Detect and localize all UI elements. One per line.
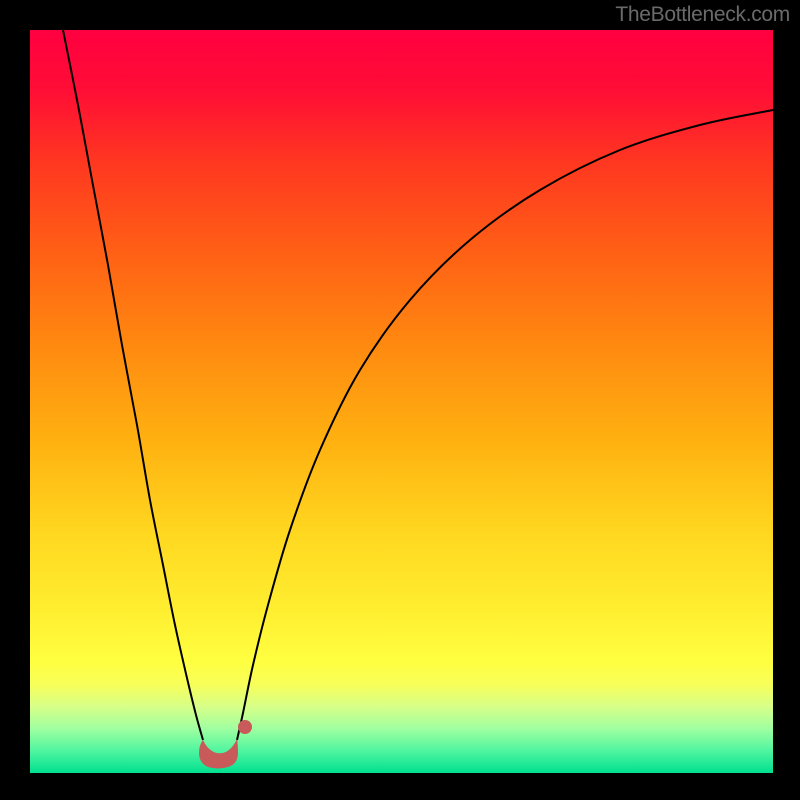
chart-plot <box>30 30 773 773</box>
chart-container: TheBottleneck.com <box>0 0 800 800</box>
watermark-text: TheBottleneck.com <box>615 3 790 27</box>
gradient-background <box>30 30 773 773</box>
marker-dot <box>238 720 252 734</box>
